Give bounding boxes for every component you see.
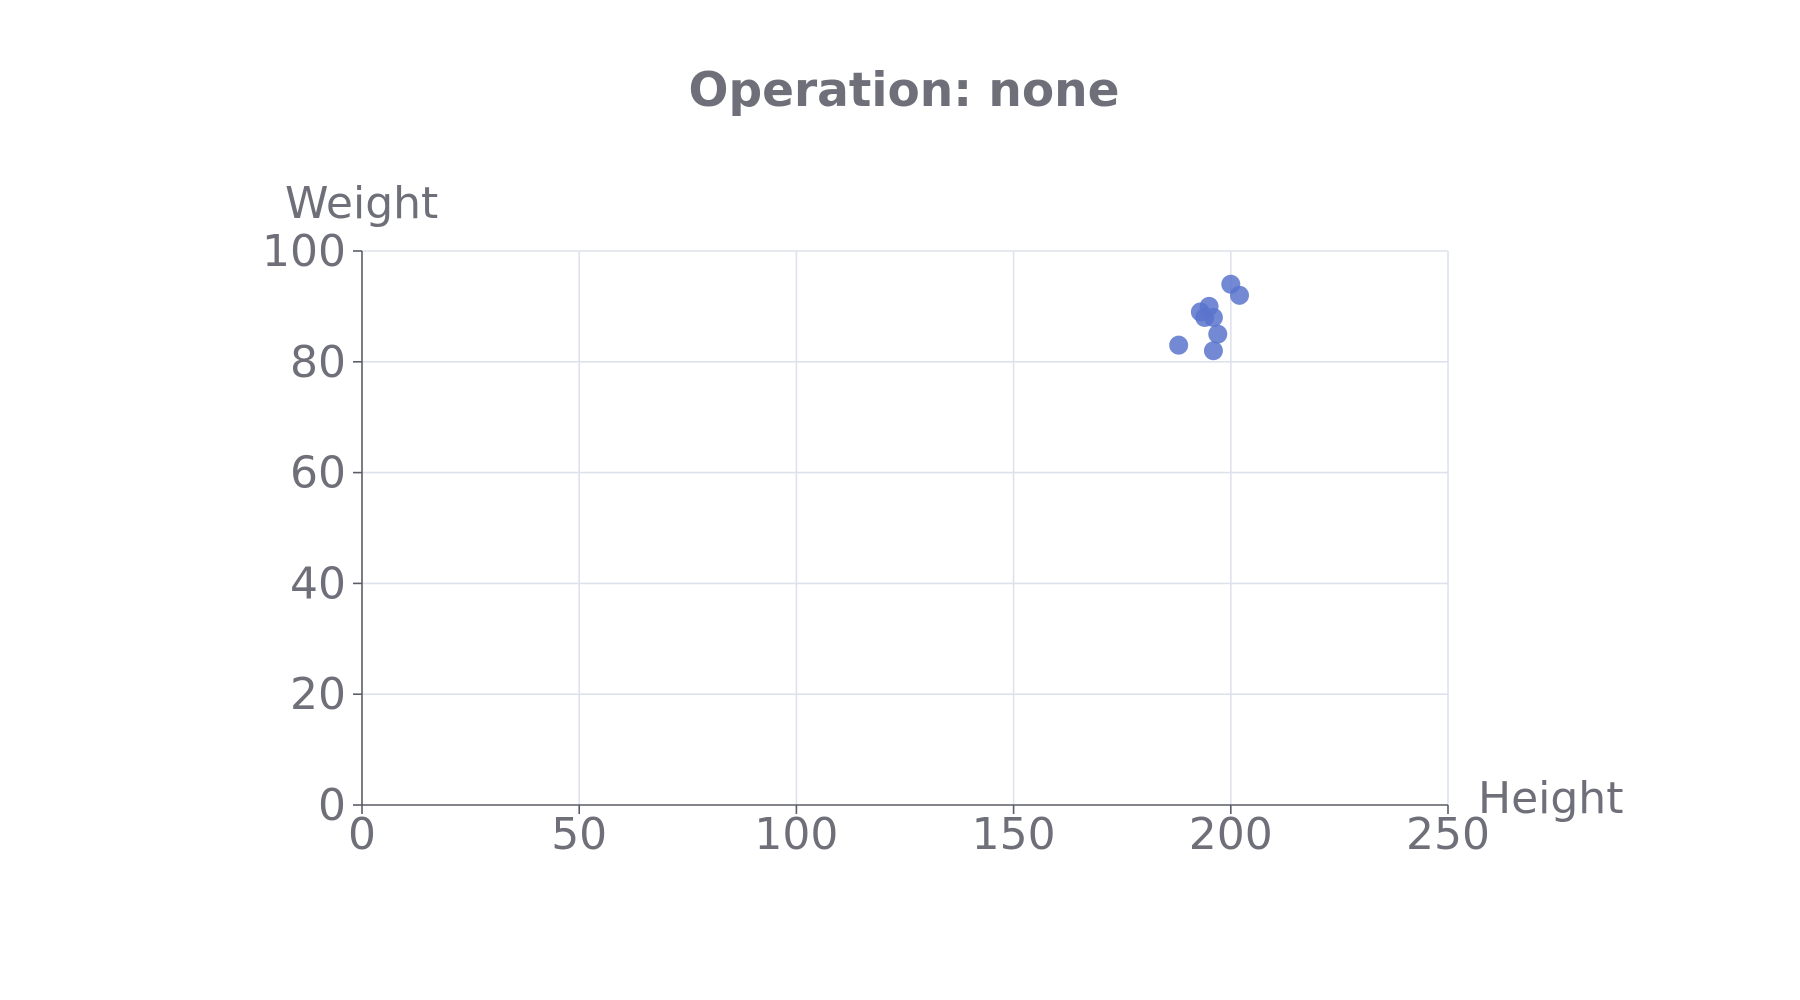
scatter-point	[1229, 285, 1249, 305]
x-tick-label: 200	[1189, 809, 1273, 860]
y-tick-label: 0	[318, 780, 346, 831]
y-tick-label: 100	[262, 226, 346, 277]
data-points	[1169, 274, 1249, 361]
chart-title: Operation: none	[689, 63, 1120, 118]
x-tick-label: 150	[972, 809, 1056, 860]
scatter-point	[1208, 324, 1228, 344]
x-tick-label: 50	[551, 809, 607, 860]
y-tick-label: 40	[290, 558, 346, 609]
y-tick-label: 20	[290, 669, 346, 720]
ticks: 0 50 100 150 200 250 0 20 40 60 80 100	[262, 226, 1490, 860]
scatter-point	[1203, 307, 1223, 327]
scatter-point	[1169, 335, 1189, 355]
grid	[362, 250, 1449, 805]
x-tick-label: 0	[348, 809, 376, 860]
x-tick-label: 250	[1406, 809, 1490, 860]
scatter-point	[1203, 341, 1223, 361]
y-tick-label: 80	[290, 337, 346, 388]
axes	[361, 251, 1448, 806]
y-axis-label: Weight	[285, 178, 438, 229]
x-axis-label: Height	[1478, 773, 1623, 824]
x-tick-label: 100	[754, 809, 838, 860]
y-tick-label: 60	[290, 448, 346, 499]
